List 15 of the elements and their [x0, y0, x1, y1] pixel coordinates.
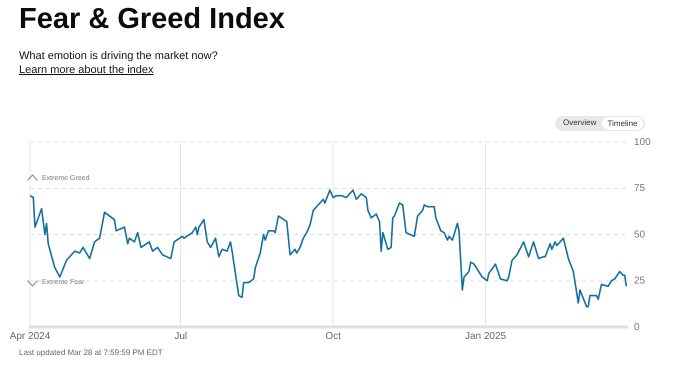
y-tick-label: 50 — [634, 229, 646, 240]
text: Last updated Mar 28 at 7:59:59 PM EDT — [19, 348, 163, 357]
chart-subtitle: What emotion is driving the market now? — [19, 50, 218, 62]
chart-title: Fear & Greed Index — [19, 3, 285, 36]
text: Learn more about the index — [19, 64, 154, 76]
y-tick-label: 25 — [634, 276, 646, 286]
x-tick-label: Apr 2024 — [10, 330, 51, 342]
text: Timeline — [602, 117, 643, 130]
y-tick-label: 75 — [634, 183, 646, 194]
y-tick-label: 0 — [634, 322, 640, 333]
y-tick-label: 100 — [634, 136, 652, 148]
text: Overview — [563, 118, 596, 127]
x-tick-label: Jan 2025 — [464, 330, 507, 342]
x-tick-label: Jul — [174, 330, 188, 342]
x-tick-label: Oct — [325, 330, 342, 342]
